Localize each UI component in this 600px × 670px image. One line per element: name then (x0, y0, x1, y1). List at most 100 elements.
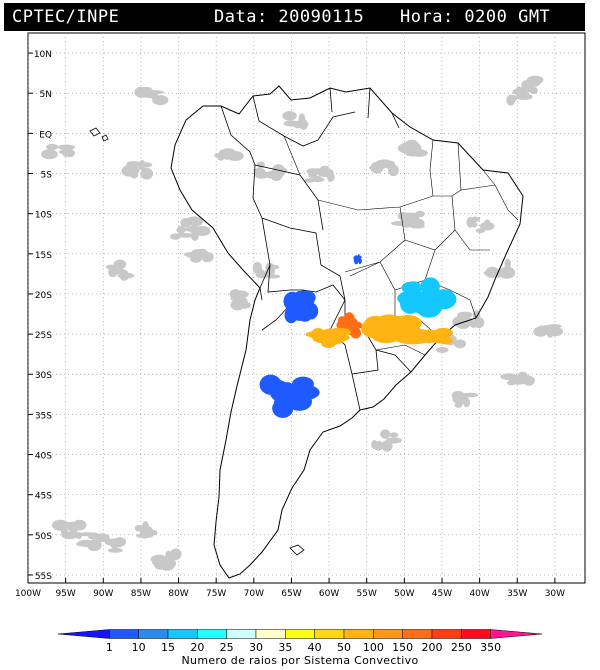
legend-tick-label: 350 (480, 641, 501, 654)
legend-swatch (373, 629, 403, 639)
lon-tick-label: 95W (55, 589, 75, 599)
legend-tick-label: 15 (161, 641, 175, 654)
cloud-patch (112, 265, 122, 272)
legend-tick-label: 20 (190, 641, 204, 654)
cloud-patch (375, 160, 386, 166)
system-cell (354, 260, 358, 265)
cloud-patch (141, 86, 153, 97)
system-cell (312, 334, 338, 344)
system-argentina-central (259, 374, 320, 418)
cloud-patch (506, 94, 516, 106)
cloud-patch (389, 432, 399, 438)
cloud-patch (183, 252, 199, 257)
lon-tick-label: 75W (206, 589, 226, 599)
cloud-patch (177, 232, 195, 238)
cloud-patch (317, 170, 324, 176)
cloud-patch (230, 299, 245, 311)
system-cell (403, 297, 426, 313)
system-cell (369, 322, 403, 338)
cloud-patch (515, 86, 523, 94)
lon-tick-label: 60W (319, 589, 339, 599)
lon-tick-label: 100W (15, 589, 41, 599)
cloud-patch (254, 170, 269, 179)
lon-tick-label: 45W (432, 589, 452, 599)
system-parana (361, 314, 432, 345)
time-label: Hora: 0200 GMT (400, 7, 551, 27)
lat-tick-label: 35S (35, 411, 52, 421)
cloud-patch (380, 429, 391, 439)
cloud-patch (266, 274, 281, 279)
lon-tick-label: 85W (131, 589, 151, 599)
cloud-patch (107, 548, 123, 553)
cloud-patch (166, 555, 176, 568)
legend-swatch (285, 629, 315, 639)
cloud-patch (104, 538, 123, 547)
legend-tick-label: 25 (220, 641, 234, 654)
galapagos-islands (89, 127, 109, 142)
cloud-patch (522, 375, 535, 386)
cloud-patch (475, 228, 486, 234)
legend-swatch (255, 629, 286, 639)
cloud-patch (227, 152, 239, 158)
cloud-patch (252, 262, 262, 271)
cloud-patch (58, 144, 75, 151)
cloud-patch (289, 112, 297, 117)
cloud-patch (134, 524, 144, 532)
legend-swatch (197, 629, 227, 639)
legend-tick-label: 250 (451, 641, 472, 654)
cloud-patch (308, 171, 318, 179)
cloud-patch (152, 95, 169, 106)
legend-swatch (402, 629, 433, 639)
system-central-brazil (353, 254, 363, 265)
cloud-patch (453, 339, 466, 349)
legend-tick-label: 35 (278, 641, 292, 654)
legend-swatch (109, 629, 139, 639)
legend-swatch (226, 629, 257, 639)
lat-tick-label: 10S (35, 211, 52, 221)
cloud-patch (138, 159, 146, 171)
south-america-coastline (170, 85, 524, 579)
cloud-patch (410, 218, 425, 228)
lat-tick-label: 10N (34, 50, 52, 60)
lat-tick-label: 50S (35, 532, 52, 542)
cloud-patch (509, 379, 527, 385)
system-cell (401, 281, 418, 294)
grid-lines (28, 33, 585, 583)
cloud-patch (61, 531, 79, 540)
legend-caption: Numero de raios por Sistema Convectivo (181, 654, 419, 667)
cloud-patch (546, 326, 555, 338)
convective-systems (259, 254, 457, 418)
cloud-patch (533, 326, 548, 337)
lat-tick-label: 30S (35, 371, 52, 381)
cloud-patch (311, 177, 325, 183)
lat-tick-label: 15S (35, 251, 52, 261)
cloud-patch (381, 440, 393, 452)
lat-tick-label: 40S (35, 452, 52, 462)
cloud-patch (201, 252, 211, 263)
lat-tick-label: 45S (35, 492, 52, 502)
lat-tick-label: 55S (35, 572, 52, 582)
cloud-patch (391, 220, 409, 226)
legend-arrow-left (57, 629, 110, 639)
cloud-patch (78, 532, 95, 537)
system-cell (433, 289, 455, 303)
legend-tick-label: 1 (106, 641, 113, 654)
cloud-patch (141, 521, 150, 533)
cloud-patch (180, 217, 192, 228)
cloud-patch (140, 167, 154, 180)
legend-tick-label: 30 (249, 641, 263, 654)
system-chaco (305, 327, 351, 349)
legend-swatch (138, 629, 169, 639)
cloud-patch (388, 161, 396, 167)
continent-outline (89, 85, 524, 579)
lon-tick-label: 50W (394, 589, 414, 599)
cloud-patch (51, 519, 70, 531)
system-cell (284, 307, 298, 324)
system-sao-paulo (419, 327, 453, 345)
cloud-patch (468, 217, 477, 224)
lon-tick-label: 90W (93, 589, 113, 599)
cloud-patch (46, 143, 59, 150)
system-paraguay-north (283, 290, 319, 324)
lat-tick-label: 5S (41, 171, 53, 181)
